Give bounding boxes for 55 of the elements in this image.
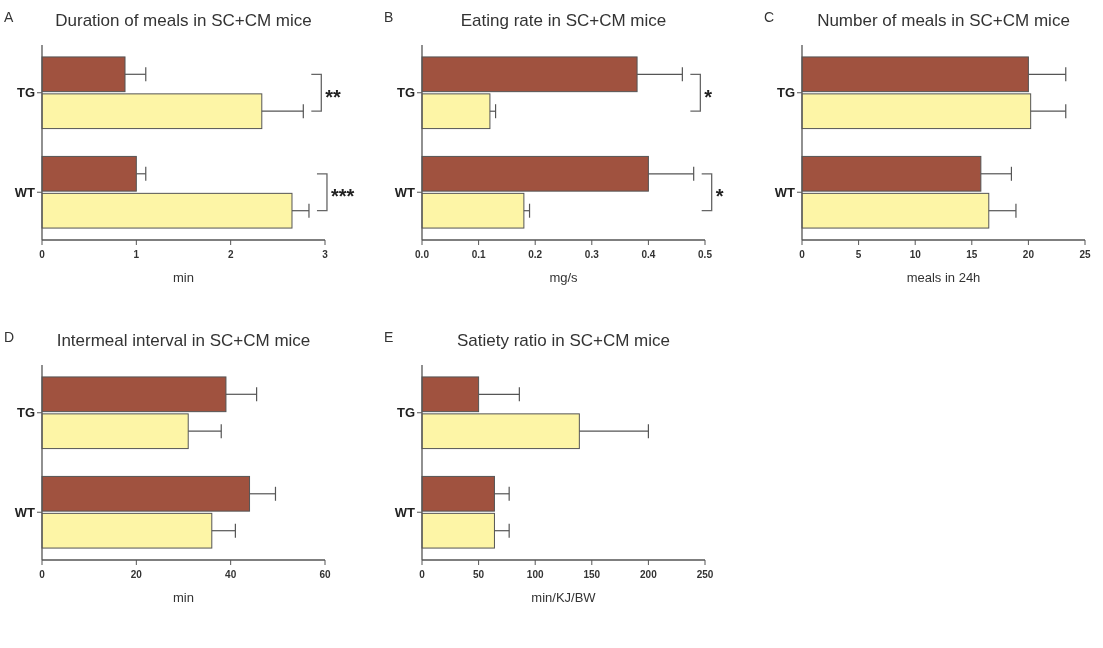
x-tick-label: 200 — [640, 569, 658, 580]
x-tick-label: 0 — [419, 569, 426, 580]
text: ** — [325, 85, 342, 108]
chart-title: Intermeal interval in SC+CM mice — [56, 331, 311, 350]
chart-title: Eating rate in SC+CM mice — [460, 11, 667, 30]
y-tick-label: WT — [14, 504, 36, 520]
y-tick-label: WT — [774, 184, 796, 200]
x-axis-title: min — [173, 270, 194, 285]
chart-title: Satiety ratio in SC+CM mice — [456, 331, 671, 350]
y-tick-label: WT — [14, 184, 36, 200]
x-tick-label: 150 — [583, 569, 601, 580]
x-tick-label: 100 — [526, 569, 544, 580]
x-tick-label: 1 — [133, 249, 140, 260]
x-tick-label: 5 — [855, 249, 862, 260]
text: *** — [330, 185, 355, 208]
text: E — [384, 329, 394, 345]
x-tick-label: 0.0 — [415, 249, 430, 260]
x-tick-label: 40 — [225, 569, 237, 580]
text: B — [384, 9, 394, 25]
x-axis-title: mg/s — [549, 270, 579, 285]
y-tick-label: TG — [16, 85, 35, 101]
x-axis-title: min — [173, 590, 194, 605]
y-tick-label: TG — [396, 85, 415, 101]
text: C — [764, 9, 775, 25]
x-tick-label: 60 — [319, 569, 331, 580]
y-tick-label: TG — [16, 405, 35, 421]
x-tick-label: 50 — [473, 569, 485, 580]
x-tick-label: 0 — [799, 249, 806, 260]
x-tick-label: 0.5 — [698, 249, 713, 260]
x-axis-title: meals in 24h — [906, 270, 981, 285]
y-tick-label: TG — [776, 85, 795, 101]
text: A — [4, 9, 14, 25]
x-tick-label: 20 — [130, 569, 143, 580]
x-tick-label: 3 — [322, 249, 329, 260]
x-tick-label: 25 — [1079, 249, 1091, 260]
y-tick-label: TG — [396, 405, 415, 421]
x-tick-label: 0.2 — [528, 249, 543, 260]
x-tick-label: 20 — [1022, 249, 1035, 260]
chart-title: Duration of meals in SC+CM mice — [55, 11, 312, 30]
text: * — [715, 185, 724, 208]
annotation: * — [704, 85, 713, 108]
y-tick-label: WT — [394, 504, 416, 520]
x-tick-label: 250 — [696, 569, 714, 580]
x-tick-label: 0.1 — [471, 249, 486, 260]
x-tick-label: 15 — [966, 249, 978, 260]
x-axis-title: min/KJ/BW — [531, 590, 597, 605]
x-tick-label: 2 — [227, 249, 234, 260]
x-tick-label: 0.3 — [584, 249, 600, 260]
x-tick-label: 0 — [39, 569, 46, 580]
x-tick-label: 10 — [909, 249, 922, 260]
text: D — [4, 329, 15, 345]
y-tick-label: WT — [394, 184, 416, 200]
x-tick-label: 0 — [39, 249, 46, 260]
chart-title: Number of meals in SC+CM mice — [817, 11, 1070, 30]
x-tick-label: 0.4 — [641, 249, 656, 260]
